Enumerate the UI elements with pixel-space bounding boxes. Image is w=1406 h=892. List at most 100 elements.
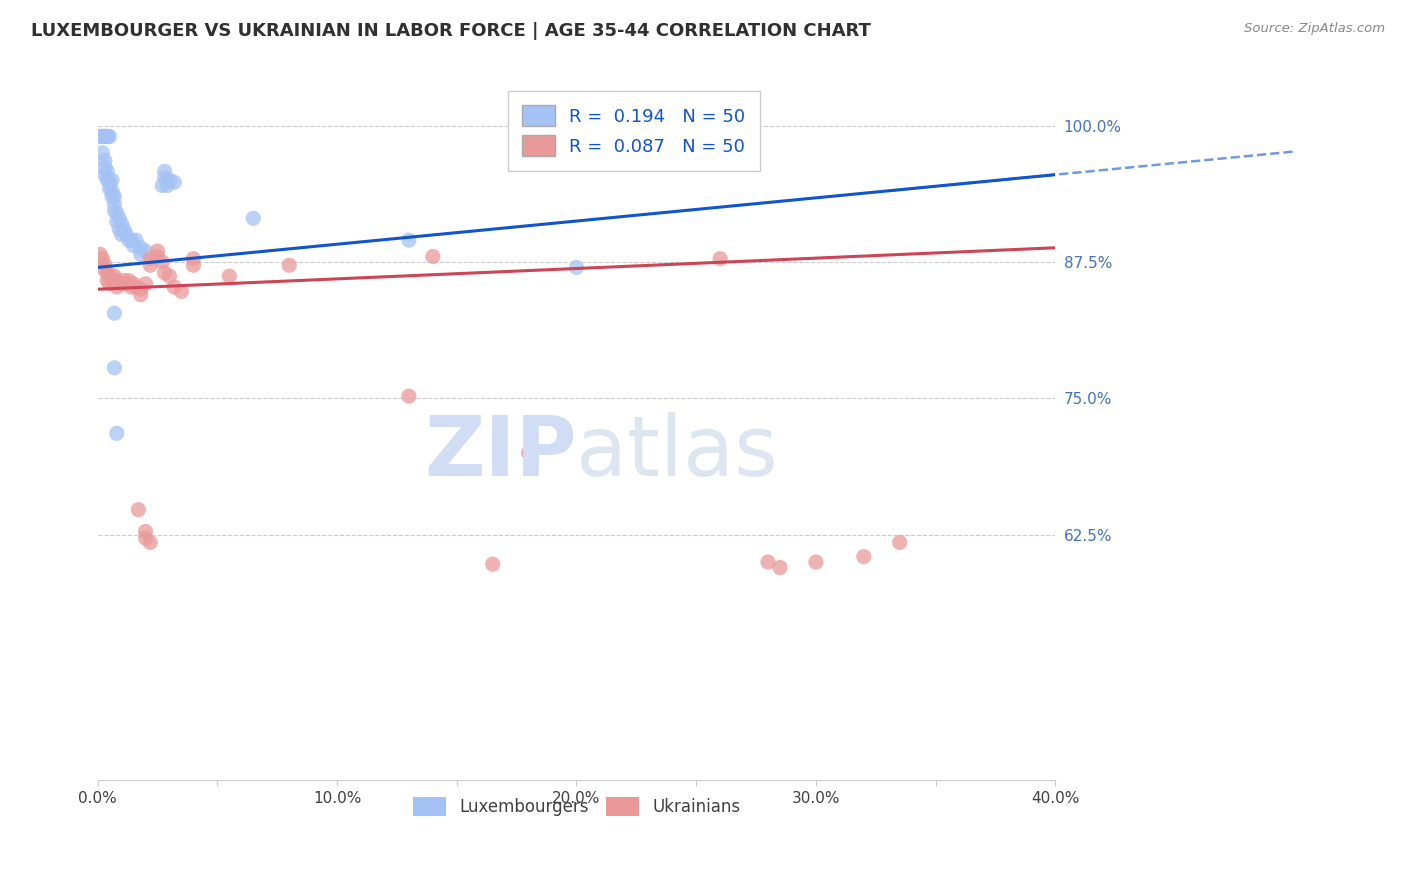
Point <box>94 258 117 272</box>
Point <box>125 280 148 294</box>
Point <box>398 233 420 247</box>
Point <box>98 182 121 196</box>
Point <box>118 233 141 247</box>
Point <box>170 285 193 299</box>
Point <box>159 269 181 284</box>
Point <box>139 252 162 266</box>
Point <box>150 255 173 269</box>
Point <box>122 277 145 291</box>
Point <box>103 203 125 218</box>
Point <box>120 233 142 247</box>
Point <box>139 258 162 272</box>
Point <box>105 280 128 294</box>
Point <box>98 277 121 291</box>
Point <box>183 258 205 272</box>
Point <box>103 306 125 320</box>
Point <box>129 247 152 261</box>
Point <box>183 252 205 266</box>
Point <box>103 269 125 284</box>
Point <box>146 244 169 258</box>
Point <box>91 129 114 144</box>
Point <box>852 549 875 564</box>
Point <box>163 280 186 294</box>
Point <box>105 273 128 287</box>
Point <box>517 446 540 460</box>
Point <box>110 227 132 242</box>
Point <box>101 189 124 203</box>
Point <box>153 170 176 185</box>
Point <box>804 555 827 569</box>
Point <box>159 173 181 187</box>
Point <box>94 129 117 144</box>
Point <box>94 129 117 144</box>
Point <box>98 129 121 144</box>
Point <box>110 217 132 231</box>
Point <box>110 277 132 291</box>
Point <box>89 247 111 261</box>
Point <box>98 175 121 189</box>
Text: Source: ZipAtlas.com: Source: ZipAtlas.com <box>1244 22 1385 36</box>
Point <box>481 558 503 572</box>
Point <box>108 222 131 236</box>
Point <box>135 531 157 545</box>
Point <box>98 269 121 284</box>
Point <box>135 244 157 258</box>
Point <box>89 129 111 144</box>
Point <box>118 273 141 287</box>
Point <box>94 153 117 168</box>
Point <box>101 173 124 187</box>
Point <box>105 206 128 220</box>
Point <box>129 241 152 255</box>
Point <box>101 184 124 198</box>
Point <box>709 252 731 266</box>
Text: atlas: atlas <box>576 411 779 492</box>
Point <box>103 360 125 375</box>
Point <box>96 129 118 144</box>
Point <box>278 258 301 272</box>
Point <box>91 145 114 160</box>
Point <box>153 164 176 178</box>
Point <box>127 502 149 516</box>
Point <box>139 535 162 549</box>
Point <box>120 280 142 294</box>
Point <box>889 535 911 549</box>
Point <box>115 277 138 291</box>
Point <box>96 164 118 178</box>
Point <box>94 168 117 182</box>
Point <box>129 287 152 301</box>
Point <box>101 273 124 287</box>
Point <box>91 252 114 266</box>
Point <box>125 233 148 247</box>
Point <box>129 282 152 296</box>
Point <box>565 260 588 275</box>
Point <box>135 524 157 539</box>
Point <box>91 129 114 144</box>
Point <box>105 214 128 228</box>
Point <box>94 160 117 174</box>
Legend: Luxembourgers, Ukrainians: Luxembourgers, Ukrainians <box>405 789 748 824</box>
Point <box>108 277 131 291</box>
Point <box>112 222 135 236</box>
Point <box>112 273 135 287</box>
Point <box>398 389 420 403</box>
Point <box>218 269 240 284</box>
Point <box>163 175 186 189</box>
Point <box>108 211 131 226</box>
Point <box>135 277 157 291</box>
Point <box>103 197 125 211</box>
Point <box>150 178 173 193</box>
Point <box>96 273 118 287</box>
Point <box>94 262 117 277</box>
Point <box>242 211 264 226</box>
Point <box>156 178 179 193</box>
Point <box>146 250 169 264</box>
Text: LUXEMBOURGER VS UKRAINIAN IN LABOR FORCE | AGE 35-44 CORRELATION CHART: LUXEMBOURGER VS UKRAINIAN IN LABOR FORCE… <box>31 22 870 40</box>
Point <box>96 173 118 187</box>
Point <box>756 555 779 569</box>
Text: ZIP: ZIP <box>425 411 576 492</box>
Point <box>769 560 792 574</box>
Point <box>122 238 145 252</box>
Point <box>103 189 125 203</box>
Point <box>96 266 118 280</box>
Point <box>153 266 176 280</box>
